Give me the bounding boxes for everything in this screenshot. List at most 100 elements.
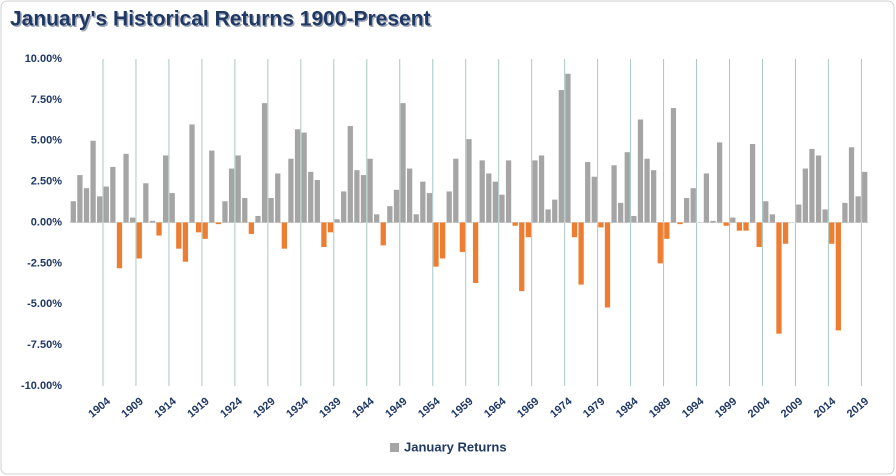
- bar: [202, 222, 208, 239]
- bar: [222, 201, 228, 223]
- bar: [558, 90, 564, 223]
- bar: [565, 73, 571, 223]
- bar: [176, 222, 182, 249]
- y-tick-label: 0.00%: [31, 216, 62, 228]
- bar: [769, 214, 776, 223]
- bar: [829, 222, 835, 244]
- chart-title: January's Historical Returns 1900-Presen…: [10, 8, 431, 31]
- bar: [103, 186, 109, 223]
- bar: [492, 181, 499, 223]
- bar: [571, 222, 578, 238]
- bar: [505, 160, 512, 223]
- bar: [802, 168, 808, 223]
- bar: [426, 193, 433, 223]
- bar: [308, 171, 314, 223]
- bar: [730, 217, 736, 223]
- bar: [189, 124, 195, 223]
- bar: [611, 165, 617, 223]
- bar: [472, 222, 479, 283]
- bar: [123, 153, 129, 223]
- bar: [591, 176, 597, 223]
- y-tick-label: 5.00%: [31, 135, 62, 147]
- bar: [393, 189, 400, 223]
- bar: [97, 196, 103, 223]
- bar: [281, 222, 287, 249]
- bar: [255, 215, 261, 223]
- bar: [90, 140, 96, 223]
- bar: [354, 170, 360, 223]
- y-tick-label: 2.50%: [31, 176, 62, 188]
- bar: [341, 191, 347, 223]
- bar: [835, 222, 841, 331]
- bar: [248, 222, 255, 234]
- bar: [367, 158, 373, 223]
- bar: [796, 204, 802, 223]
- bar: [479, 160, 485, 223]
- bar: [776, 222, 782, 334]
- bar: [519, 222, 525, 292]
- bar: [743, 222, 749, 231]
- bar: [855, 196, 861, 223]
- bar: [552, 199, 558, 223]
- bar: [380, 222, 386, 246]
- bar: [842, 202, 848, 223]
- bar: [670, 108, 677, 223]
- bar: [545, 209, 551, 223]
- bar: [763, 201, 769, 223]
- bar: [294, 129, 301, 223]
- bar: [288, 158, 294, 223]
- bar: [195, 222, 202, 233]
- bar: [848, 147, 855, 223]
- bar: [703, 173, 710, 223]
- bar: [446, 191, 452, 223]
- y-tick-label: 7.50%: [31, 94, 62, 106]
- bar: [809, 148, 815, 223]
- bar: [242, 197, 248, 223]
- bar: [716, 142, 723, 223]
- y-tick-label: 10.00%: [25, 53, 63, 65]
- bar: [314, 179, 320, 223]
- bar: [664, 222, 670, 239]
- bar: [215, 222, 222, 225]
- bar: [374, 214, 380, 223]
- bar: [525, 222, 531, 238]
- bar: [334, 219, 340, 223]
- bar: [77, 175, 83, 223]
- bar: [459, 222, 466, 252]
- y-tick-label: -7.50%: [27, 339, 62, 351]
- bar: [637, 119, 644, 223]
- bar: [499, 194, 505, 223]
- bar: [677, 222, 683, 225]
- bar: [70, 201, 76, 223]
- bar: [162, 155, 169, 223]
- bar: [156, 222, 162, 236]
- bar: [512, 222, 518, 226]
- bar: [486, 173, 492, 223]
- bar: [321, 222, 327, 248]
- bar: [347, 126, 353, 223]
- bar: [822, 209, 828, 223]
- bar: [749, 144, 756, 223]
- bar: [723, 222, 729, 226]
- bar: [624, 152, 630, 223]
- bar: [631, 215, 637, 223]
- y-tick-label: -10.00%: [21, 380, 62, 392]
- bar: [862, 171, 868, 223]
- bar: [439, 222, 446, 259]
- bar: [387, 206, 393, 223]
- bar: [683, 197, 690, 223]
- bar: [327, 222, 334, 233]
- bar: [736, 222, 743, 231]
- bar: [657, 222, 663, 264]
- bar: [433, 222, 439, 267]
- bar: [143, 183, 149, 223]
- bar: [578, 222, 584, 285]
- bar: [690, 188, 696, 223]
- chart-title-shadow: January's Historical Returns 1900-Presen…: [12, 9, 433, 32]
- bar: [360, 175, 367, 223]
- y-tick-label: -2.50%: [27, 257, 62, 269]
- bar: [651, 170, 657, 223]
- bar: [268, 197, 274, 223]
